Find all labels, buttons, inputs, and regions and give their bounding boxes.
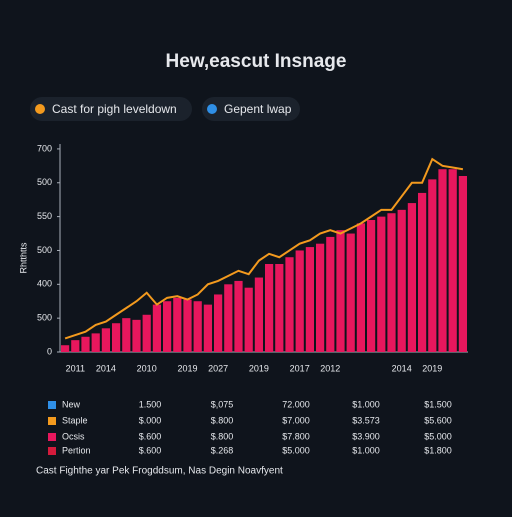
- table-cell: 1.500: [139, 399, 162, 409]
- bar: [387, 213, 396, 352]
- bar: [244, 287, 253, 352]
- x-tick-label: 2011: [66, 363, 85, 373]
- bar: [101, 328, 110, 352]
- y-tick-label: 700: [37, 143, 52, 153]
- x-tick-label: 2019: [249, 363, 269, 373]
- table-cell: $1.500: [424, 399, 452, 409]
- bar: [326, 236, 335, 352]
- table-cell: $.600: [139, 445, 162, 455]
- legend-swatch: [35, 104, 45, 114]
- bar: [407, 203, 416, 352]
- bar: [234, 280, 243, 352]
- bar: [132, 319, 141, 352]
- x-tick-label: 2027: [208, 363, 228, 373]
- bar: [448, 169, 457, 352]
- x-tick-label: 2010: [137, 363, 157, 373]
- row-swatch: [48, 447, 56, 455]
- table-cell: 72.000: [282, 399, 310, 409]
- table-cell: $.268: [211, 445, 234, 455]
- y-tick-label: 550: [37, 211, 52, 221]
- table-cell: $5.000: [282, 445, 310, 455]
- bar: [163, 301, 172, 352]
- table-cell: $.800: [211, 415, 234, 425]
- bar: [316, 243, 325, 352]
- bar: [305, 247, 314, 352]
- row-label: Staple: [62, 415, 88, 425]
- bar: [173, 297, 182, 352]
- bar: [224, 284, 233, 352]
- bar: [122, 318, 131, 352]
- y-tick-label: 500: [37, 245, 52, 255]
- row-swatch: [48, 401, 56, 409]
- legend-label: Cast for pigh leveldown: [52, 102, 177, 116]
- bar: [152, 304, 161, 352]
- bar: [203, 304, 212, 352]
- row-swatch: [48, 433, 56, 441]
- bar: [377, 216, 386, 352]
- x-tick-label: 2014: [96, 363, 116, 373]
- footer: Cast Fighthe yar Pek Frogddsum, Nas Degi…: [36, 466, 283, 477]
- row-label: New: [62, 399, 81, 409]
- bar: [458, 176, 467, 352]
- y-tick-label: 400: [37, 279, 52, 289]
- bar: [81, 336, 90, 352]
- y-tick-label: 500: [37, 177, 52, 187]
- x-tick-label: 2019: [422, 363, 442, 373]
- bar: [142, 314, 151, 352]
- line: [64, 157, 464, 340]
- bar: [265, 264, 274, 352]
- bar: [91, 333, 100, 352]
- table-cell: $.800: [211, 431, 234, 441]
- legend-swatch: [207, 104, 217, 114]
- table-cell: $7.800: [282, 431, 310, 441]
- bar: [428, 179, 437, 352]
- table-cell: $7.000: [282, 415, 310, 425]
- legend-pill: [30, 97, 192, 121]
- table-cell: $,075: [211, 399, 234, 409]
- row-label: Ocsis: [62, 431, 85, 441]
- table-cell: $1.000: [352, 399, 380, 409]
- table-cell: $1.000: [352, 445, 380, 455]
- bar: [397, 209, 406, 352]
- y-axis-label: Rhtthtts: [18, 242, 28, 274]
- bar: [61, 345, 70, 352]
- x-tick-label: 2012: [320, 363, 340, 373]
- bar: [112, 323, 121, 352]
- bar: [183, 299, 192, 352]
- bar: [346, 233, 355, 352]
- row-label: Pertion: [62, 445, 91, 455]
- row-swatch: [48, 417, 56, 425]
- bar: [367, 220, 376, 352]
- y-tick-label: 500: [37, 313, 52, 323]
- x-tick-label: 2019: [177, 363, 197, 373]
- table-cell: $5.000: [424, 431, 452, 441]
- bar: [275, 264, 284, 352]
- y-tick-label: 0: [47, 346, 52, 356]
- table-cell: $5.600: [424, 415, 452, 425]
- chart-title: Hew,eascut Insnage: [166, 51, 347, 72]
- legend-label: Gepent lwap: [224, 102, 292, 116]
- bar: [71, 340, 80, 352]
- table-cell: $1.800: [424, 445, 452, 455]
- bar: [214, 294, 223, 352]
- table-cell: $.600: [139, 431, 162, 441]
- bar: [285, 257, 294, 352]
- table-cell: $3.573: [352, 415, 380, 425]
- bar: [254, 277, 263, 352]
- bar: [336, 230, 345, 352]
- x-tick-label: 2014: [392, 363, 412, 373]
- x-tick-label: 2017: [290, 363, 310, 373]
- bar: [295, 250, 304, 352]
- bar: [356, 223, 365, 352]
- bar: [193, 301, 202, 352]
- legend-pill: [202, 97, 300, 121]
- table-cell: $3.900: [352, 431, 380, 441]
- table-cell: $.000: [139, 415, 162, 425]
- bar: [418, 192, 427, 352]
- bar: [438, 169, 447, 352]
